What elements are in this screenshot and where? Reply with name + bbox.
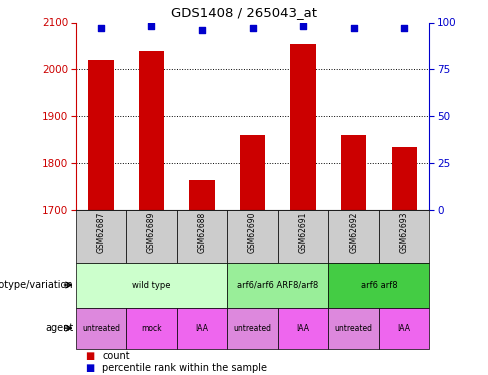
Bar xyxy=(126,308,177,349)
Text: GDS1408 / 265043_at: GDS1408 / 265043_at xyxy=(171,6,317,19)
Point xyxy=(400,25,408,31)
Bar xyxy=(278,210,328,262)
Bar xyxy=(278,308,328,349)
Text: GSM62689: GSM62689 xyxy=(147,211,156,253)
Text: untreated: untreated xyxy=(82,324,120,333)
Bar xyxy=(189,180,215,210)
Bar xyxy=(391,147,417,210)
Text: wild type: wild type xyxy=(132,280,171,290)
Text: IAA: IAA xyxy=(297,324,309,333)
Text: GSM62687: GSM62687 xyxy=(97,211,105,253)
Bar xyxy=(76,308,126,349)
Text: GSM62692: GSM62692 xyxy=(349,211,358,253)
Point xyxy=(350,25,358,31)
Text: agent: agent xyxy=(45,323,73,333)
Text: GSM62691: GSM62691 xyxy=(299,211,307,253)
Text: GSM62693: GSM62693 xyxy=(400,211,408,253)
Bar xyxy=(126,210,177,262)
Text: ■: ■ xyxy=(85,351,95,361)
Bar xyxy=(227,210,278,262)
Bar xyxy=(227,262,328,308)
Point xyxy=(249,25,257,31)
Bar xyxy=(177,308,227,349)
Bar xyxy=(379,308,429,349)
Bar xyxy=(290,44,316,210)
Point xyxy=(299,23,307,29)
Text: GSM62688: GSM62688 xyxy=(198,211,206,253)
Bar xyxy=(88,60,114,210)
Text: IAA: IAA xyxy=(196,324,208,333)
Text: untreated: untreated xyxy=(335,324,373,333)
Point xyxy=(147,23,155,29)
Text: count: count xyxy=(102,351,130,361)
Point xyxy=(97,25,105,31)
Text: percentile rank within the sample: percentile rank within the sample xyxy=(102,363,267,373)
Text: arf6/arf6 ARF8/arf8: arf6/arf6 ARF8/arf8 xyxy=(237,280,319,290)
Bar xyxy=(76,262,227,308)
Text: mock: mock xyxy=(141,324,162,333)
Bar xyxy=(379,210,429,262)
Text: genotype/variation: genotype/variation xyxy=(0,280,73,290)
Bar xyxy=(328,262,429,308)
Point xyxy=(198,27,206,33)
Bar xyxy=(177,210,227,262)
Bar xyxy=(328,308,379,349)
Text: untreated: untreated xyxy=(234,324,271,333)
Bar xyxy=(341,135,366,210)
Text: IAA: IAA xyxy=(398,324,411,333)
Bar xyxy=(328,210,379,262)
Bar xyxy=(139,51,164,210)
Bar xyxy=(240,135,265,210)
Text: ■: ■ xyxy=(85,363,95,373)
Text: arf6 arf8: arf6 arf8 xyxy=(361,280,397,290)
Bar xyxy=(76,210,126,262)
Text: GSM62690: GSM62690 xyxy=(248,211,257,253)
Bar xyxy=(227,308,278,349)
